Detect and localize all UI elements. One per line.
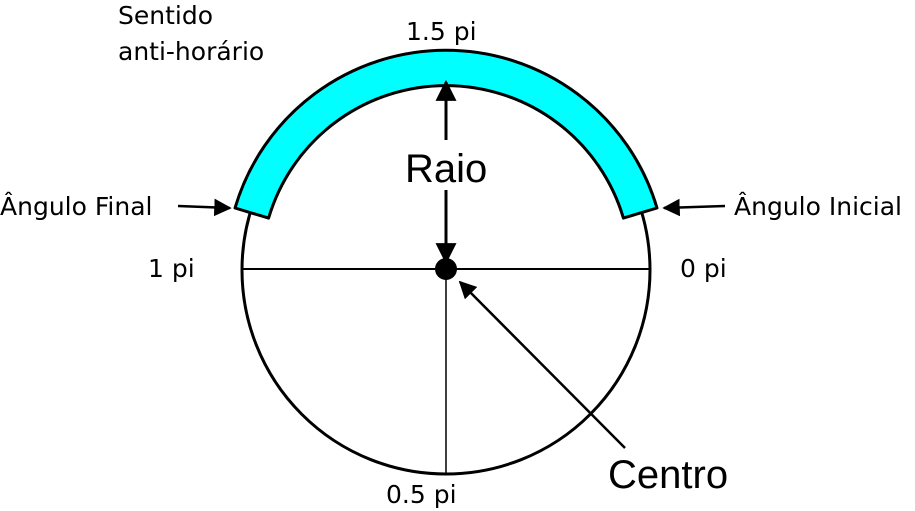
initial-angle-arrow	[662, 198, 726, 217]
arc-band	[233, 48, 659, 220]
radius-label: Raio	[405, 147, 487, 191]
top-angle-label: 1.5 pi	[406, 17, 477, 46]
direction-label-line2: anti-horário	[118, 37, 264, 66]
final-angle-arrow	[177, 198, 232, 217]
direction-label-line1: Sentido	[118, 1, 213, 30]
right-angle-label: 0 pi	[680, 254, 727, 283]
final-angle-label: Ângulo Final	[0, 192, 152, 221]
center-pointer-arrow	[458, 280, 626, 449]
left-angle-label: 1 pi	[148, 254, 195, 283]
bottom-angle-label: 0.5 pi	[386, 480, 457, 509]
center-label: Centro	[608, 453, 728, 497]
initial-angle-label: Ângulo Inicial	[734, 192, 902, 221]
center-point	[435, 258, 457, 280]
